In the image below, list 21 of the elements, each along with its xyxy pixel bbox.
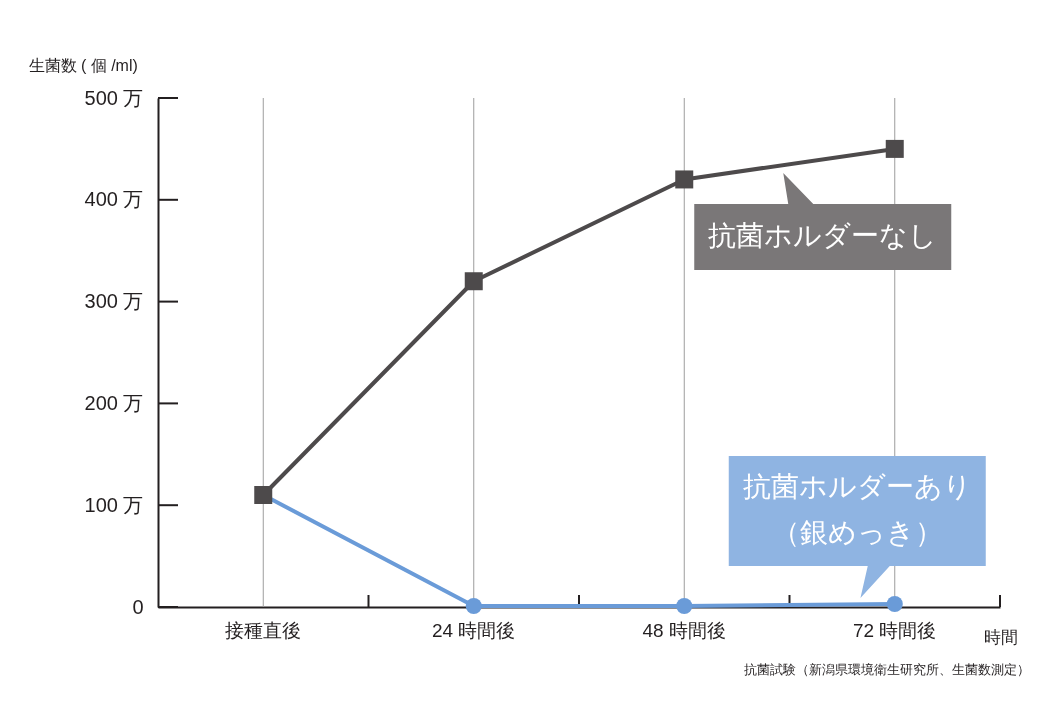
text: 抗菌試験（新潟県環境衛生研究所、生菌数測定） [744,662,1030,677]
y-tick-label: 400 万 [84,188,144,211]
point [885,139,904,158]
y-tick-label: 300 万 [84,290,144,313]
x-tick-label: 接種直後 [225,619,302,641]
point [886,595,903,612]
series-label: 抗菌ホルダーなし [708,219,938,251]
x-tick-label: 24 時間後 [432,619,516,641]
x-tick-label: 72 時間後 [853,619,937,641]
point [464,272,483,291]
point [675,170,694,189]
y-tick-label: 500 万 [84,86,144,109]
y-axis-title: 生菌数 ( 個 /ml) [28,56,138,74]
x-tick-label: 48 時間後 [642,619,726,641]
point [465,597,482,615]
x-axis-title: 時間 [983,627,1018,647]
text: 抗菌ホルダーあり（銀めっき） [742,470,972,548]
y-tick-label: 100 万 [84,493,144,516]
point [676,597,693,615]
y-tick-label: 200 万 [84,391,144,414]
y-tick-label: 0 [132,595,144,618]
